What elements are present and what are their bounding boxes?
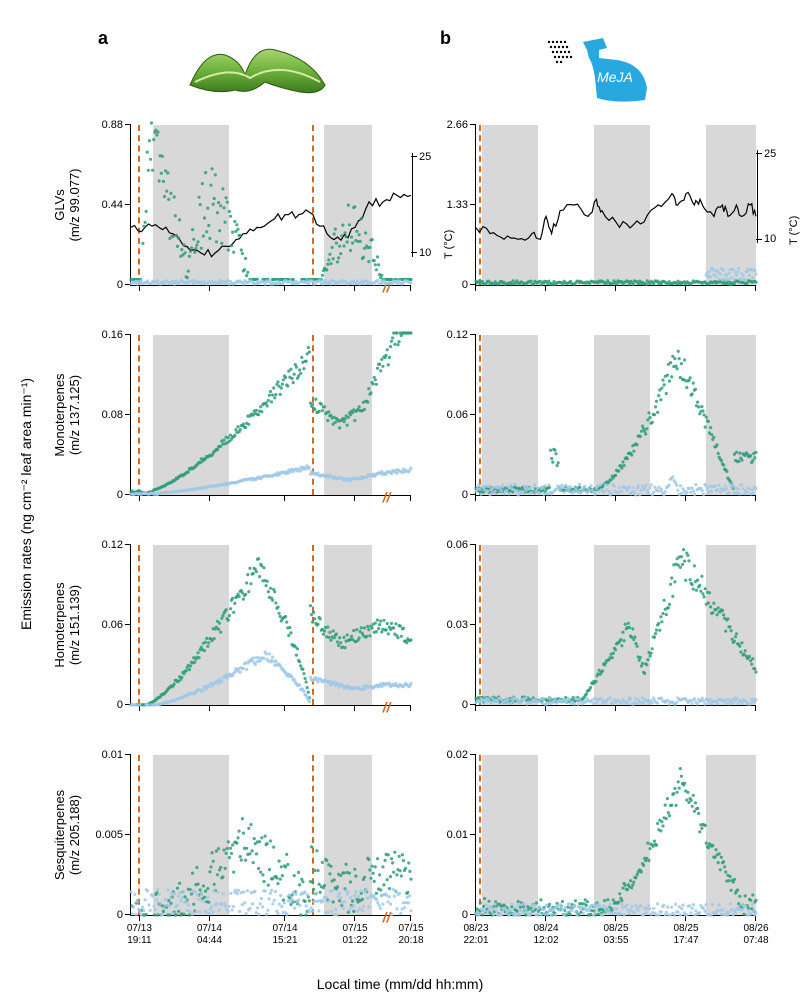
x-axis-master-label: Local time (mm/dd hh:mm) [0,976,800,992]
plot-a-2: 00.060.12// [130,545,411,706]
row-label-3: Sesquiterpenes(m/z 205.188) [52,755,82,915]
plot-b-1: 00.060.12 [475,335,756,496]
plot-a-3: 00.0050.0107/1319:1107/1404:4407/1415:21… [130,755,411,916]
plot-b-3: 00.010.0208/2322:0108/2412:0208/2503:550… [475,755,756,916]
row-label-0: GLVs(m/z 99.077) [52,125,82,285]
plot-a-1: 00.080.16// [130,335,411,496]
plot-b-0: 01.332.661025T (°C) [475,125,756,286]
caterpillar-icon [180,30,330,105]
meja-label: MeJA [597,69,633,85]
row-label-2: Homoterpenes(m/z 151.139) [52,545,82,705]
row-label-1: Monoterpenes(m/z 137.125) [52,335,82,495]
plot-a-0: 00.440.881025T (°C)// [130,125,411,286]
spray-bottle-icon: MeJA [545,30,665,105]
plot-b-2: 00.030.06 [475,545,756,706]
y-axis-master-label: Emission rates (ng cm⁻² leaf area min⁻¹) [18,378,35,630]
